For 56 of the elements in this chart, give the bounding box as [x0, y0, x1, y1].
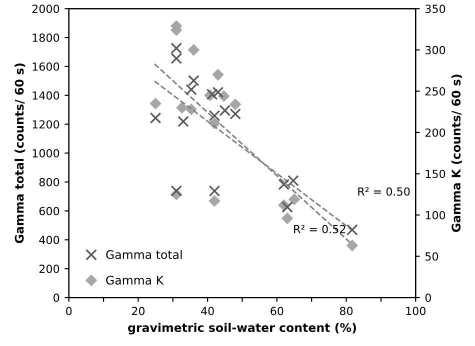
y-tick-label: 0: [54, 294, 60, 302]
point: [346, 240, 358, 252]
point: [176, 102, 188, 114]
x-tick-label: 80: [340, 306, 353, 316]
point: [188, 74, 200, 86]
point: [186, 84, 197, 96]
point: [150, 112, 162, 124]
point: [178, 116, 189, 128]
point: [346, 224, 358, 236]
y2-tick-label: 250: [425, 87, 446, 96]
legend-label: Gamma total: [106, 250, 182, 260]
y2-tick-label: 100: [426, 210, 446, 220]
y2-axis-title: Gamma K (counts/ 60 s): [451, 74, 462, 232]
point: [288, 175, 299, 186]
y-tick-label: 1200: [32, 120, 60, 129]
x-tick-label: 60: [270, 306, 284, 316]
x-tick-label: 40: [201, 306, 214, 316]
point: [170, 42, 182, 54]
point: [170, 185, 182, 197]
y-axis-title: Gamma total (counts/ 60 s): [14, 64, 26, 244]
y2-tick-label: 350: [426, 4, 446, 14]
y2-tick-label: 200: [425, 128, 446, 137]
x-tick-label: 0: [66, 306, 72, 316]
y2-tick-label: 50: [426, 252, 438, 261]
y-tick-label: 200: [39, 264, 60, 274]
y-tick-label: 1800: [32, 34, 60, 42]
point: [208, 110, 220, 122]
point: [188, 44, 200, 56]
point: [208, 195, 220, 207]
point: [282, 201, 294, 213]
point: [288, 193, 300, 206]
legend-label: Gamma K: [106, 276, 164, 285]
x-tick-label: 20: [132, 306, 145, 316]
point: [150, 98, 162, 110]
y-tick-label: 1400: [32, 91, 60, 100]
y-tick-label: 2000: [32, 4, 60, 14]
y-tick-label: 1000: [32, 149, 60, 158]
point: [278, 178, 290, 190]
y-tick-label: 1600: [32, 62, 60, 71]
point: [208, 185, 220, 197]
y2-tick-label: 150: [426, 170, 446, 178]
y-tick-label: 800: [39, 178, 60, 186]
point: [170, 52, 182, 64]
point: [212, 86, 224, 98]
point: [229, 98, 242, 110]
point: [212, 68, 224, 81]
y2-tick-label: 300: [426, 46, 446, 54]
point: [218, 90, 230, 102]
y2-tick-label: 0: [425, 294, 431, 302]
x-axis-title: gravimetric soil-water content (%): [128, 322, 356, 334]
x-tick-label: 100: [406, 306, 426, 316]
point: [281, 212, 294, 224]
annotation: R² = 0.52: [294, 224, 346, 234]
annotation: R² = 0.50: [358, 187, 410, 196]
y-tick-label: 600: [39, 206, 60, 216]
y-tick-label: 400: [39, 236, 60, 244]
